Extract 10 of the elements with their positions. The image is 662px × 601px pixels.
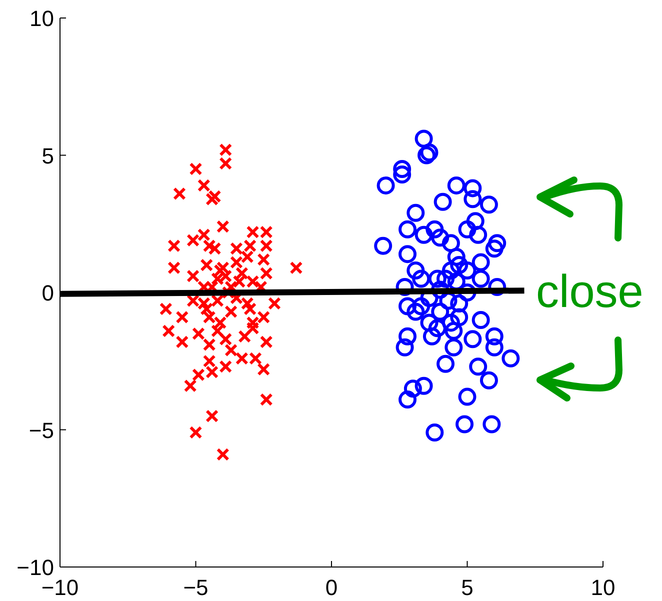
y-tick-label: 0	[42, 280, 54, 306]
x-tick-label: 10	[590, 575, 616, 600]
y-tick-label: 10	[30, 6, 54, 31]
y-tick-label: −5	[28, 418, 54, 443]
x-tick-label: 0	[325, 575, 338, 600]
y-tick-label: 5	[42, 143, 54, 168]
y-tick-label: −10	[16, 555, 54, 580]
x-tick-label: 5	[461, 575, 474, 600]
annotation: close	[536, 265, 644, 317]
x-tick-label: −5	[183, 575, 208, 600]
